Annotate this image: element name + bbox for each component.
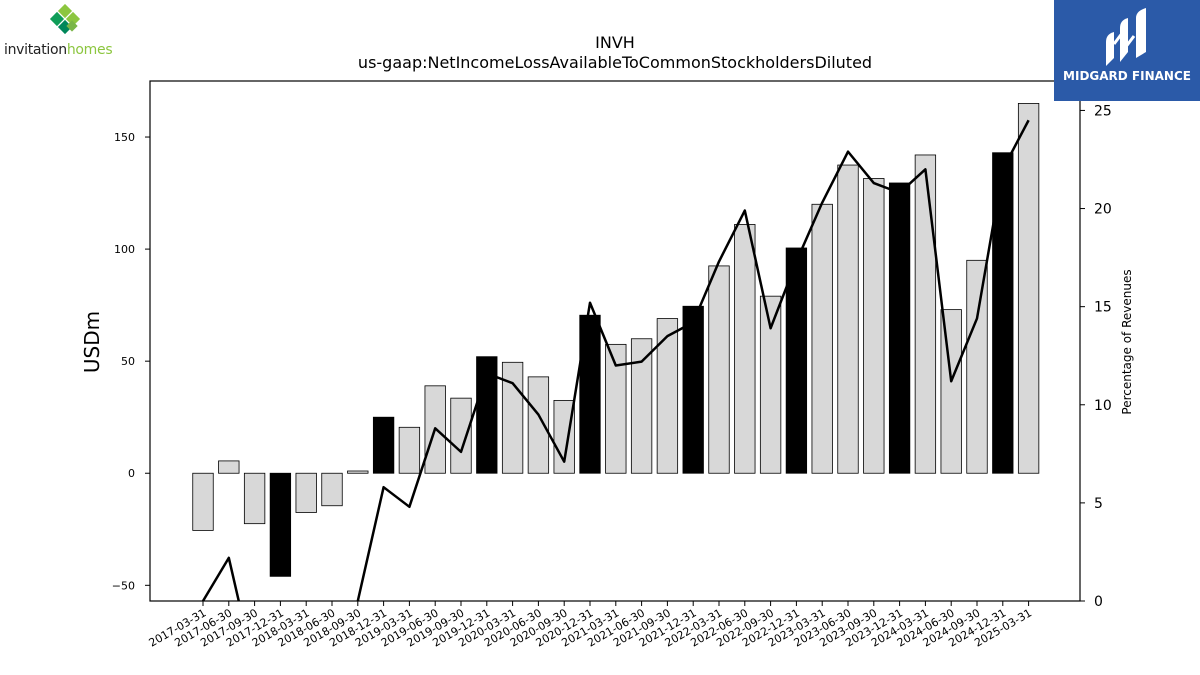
chart-title: INVH bbox=[595, 33, 635, 52]
y-tick-label--50: −50 bbox=[112, 579, 135, 592]
y2-tick-label-25: 25 bbox=[1094, 103, 1112, 119]
bar-2017-06-30 bbox=[218, 460, 240, 474]
y2-tick-label-0: 0 bbox=[1094, 594, 1103, 610]
y-tick-label-0: 0 bbox=[128, 467, 135, 480]
y-axis-left: −50 0 50 100 150 bbox=[112, 131, 150, 592]
line-series bbox=[201, 119, 1030, 601]
bar-2020-06-30 bbox=[527, 376, 550, 474]
bar-2018-12-31 bbox=[372, 416, 395, 474]
bar-2025-03-31 bbox=[1017, 103, 1040, 474]
y2-tick-label-15: 15 bbox=[1094, 300, 1112, 316]
bar-2018-03-31 bbox=[295, 472, 317, 513]
bar-2023-12-31 bbox=[888, 182, 911, 474]
bar-2024-03-31 bbox=[914, 154, 937, 474]
bar-2017-03-31 bbox=[192, 472, 214, 531]
bar-2020-03-31 bbox=[501, 361, 524, 474]
bar-2021-06-30 bbox=[630, 338, 653, 474]
line-segment-1 bbox=[356, 119, 1030, 601]
plot-frame bbox=[149, 80, 1081, 602]
invitation-homes-logo: invitationhomes bbox=[4, 4, 134, 60]
bar-2022-03-31 bbox=[708, 265, 730, 474]
bar-2017-12-31 bbox=[269, 472, 292, 577]
logo-word-invitation: invitation bbox=[4, 42, 67, 58]
bar-2018-09-30 bbox=[347, 470, 369, 474]
bar-2017-09-30 bbox=[243, 472, 266, 525]
chart-subtitle: us-gaap:NetIncomeLossAvailableToCommonSt… bbox=[358, 53, 872, 72]
y-tick-label-100: 100 bbox=[114, 243, 135, 256]
bar-2023-06-30 bbox=[837, 164, 859, 474]
y2-tick-label-20: 20 bbox=[1094, 202, 1112, 218]
leaf-logo-icon bbox=[49, 4, 81, 35]
midgard-finance-logo: MIDGARD FINANCE bbox=[1054, 0, 1200, 101]
bar-2018-06-30 bbox=[321, 472, 343, 507]
y2-axis-label: Percentage of Revenues bbox=[1120, 269, 1134, 414]
midgard-mark-icon bbox=[1106, 8, 1146, 66]
bar-2019-03-31 bbox=[398, 426, 421, 474]
bar-2020-12-31 bbox=[579, 314, 601, 474]
y2-tick-label-10: 10 bbox=[1094, 398, 1112, 414]
midgard-finance-wordmark: MIDGARD FINANCE bbox=[1063, 69, 1191, 83]
bar-2021-09-30 bbox=[656, 318, 679, 474]
bar-2019-09-30 bbox=[450, 397, 472, 474]
bar-2022-06-30 bbox=[734, 224, 756, 474]
y-tick-label-50: 50 bbox=[121, 355, 135, 368]
line-segment-0 bbox=[201, 556, 241, 601]
y-axis-right: 0 5 10 15 20 25 bbox=[1080, 103, 1112, 610]
bar-2024-06-30 bbox=[940, 309, 962, 474]
bar-2021-03-31 bbox=[605, 343, 627, 474]
bar-series bbox=[192, 103, 1040, 577]
y2-tick-label-5: 5 bbox=[1094, 496, 1103, 512]
logo-word-homes: homes bbox=[66, 42, 113, 58]
bar-2022-12-31 bbox=[785, 247, 808, 474]
bar-2021-12-31 bbox=[682, 305, 704, 474]
bar-2023-03-31 bbox=[811, 203, 833, 474]
y-axis-label: USDm bbox=[80, 311, 104, 373]
bar-2024-09-30 bbox=[966, 259, 988, 474]
bar-2023-09-30 bbox=[863, 178, 885, 474]
logo-wordmark: invitationhomes bbox=[4, 42, 113, 58]
bar-2024-12-31 bbox=[992, 152, 1014, 474]
y-tick-label-150: 150 bbox=[114, 131, 135, 144]
bar-2020-09-30 bbox=[553, 399, 575, 474]
bar-2022-09-30 bbox=[759, 295, 782, 474]
x-axis: 2017-03-312017-06-302017-09-302017-12-31… bbox=[147, 601, 1034, 650]
